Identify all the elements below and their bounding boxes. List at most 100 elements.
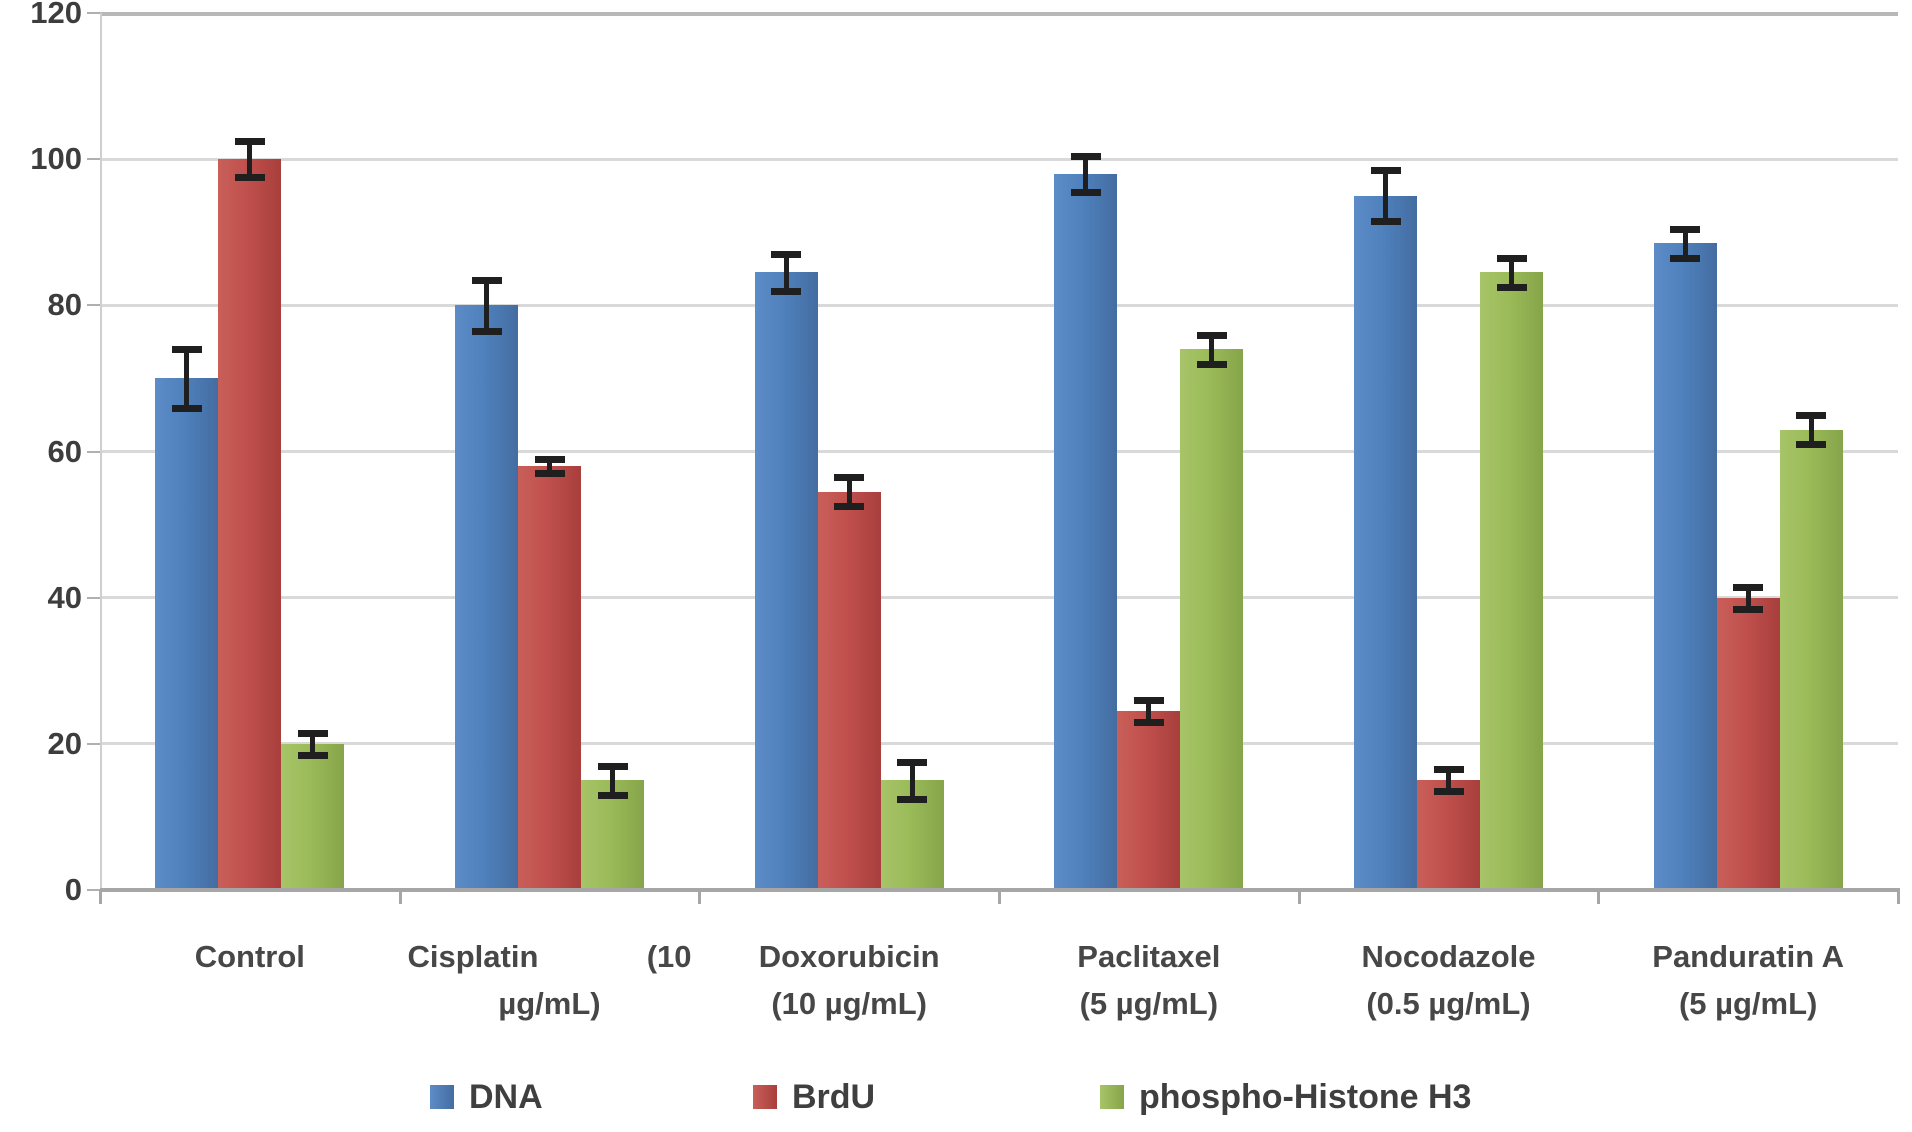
error-bar-stem bbox=[909, 762, 915, 799]
legend-label: BrdU bbox=[792, 1077, 876, 1116]
x-boundary-tick-0 bbox=[99, 890, 102, 904]
x-category-label-2: Cisplatin (10 µg/mL) bbox=[408, 933, 692, 1027]
x-category-label-text: (10 µg/mL) bbox=[771, 986, 927, 1021]
error-bar-stem bbox=[1383, 170, 1388, 222]
error-bar-cap-bottom bbox=[1070, 189, 1101, 197]
legend-item-brdu: BrdU bbox=[753, 1077, 876, 1116]
y-tick-label-120: 120 bbox=[30, 0, 82, 30]
legend-swatch-icon bbox=[430, 1085, 454, 1109]
legend-label: DNA bbox=[469, 1077, 543, 1116]
x-category-label-3: Doxorubicin (10 µg/mL) bbox=[707, 933, 991, 1027]
x-category-label-6: Panduratin A (5 µg/mL) bbox=[1606, 933, 1890, 1027]
x-category-label-line: Doxorubicin bbox=[707, 933, 991, 980]
error-bar-cap-bottom bbox=[1433, 788, 1464, 796]
x-category-label-1: Control bbox=[108, 933, 392, 980]
x-category-label-line: (5 µg/mL) bbox=[1007, 980, 1291, 1027]
x-category-label-text: µg/mL) bbox=[498, 986, 601, 1021]
bar-dna-1 bbox=[155, 378, 219, 890]
bar-brdu-3 bbox=[817, 491, 881, 890]
error-bar-cap-top bbox=[171, 346, 202, 354]
y-tick-label-80: 80 bbox=[47, 287, 82, 323]
y-tick-60 bbox=[87, 450, 100, 453]
error-bar-cap-bottom bbox=[1370, 218, 1401, 226]
y-tick-label-40: 40 bbox=[47, 579, 82, 615]
y-tick-label-60: 60 bbox=[47, 433, 82, 469]
x-boundary-tick-2 bbox=[698, 890, 702, 904]
x-boundary-tick-1 bbox=[398, 890, 402, 904]
gridline-100 bbox=[100, 157, 1898, 161]
error-bar-cap-bottom bbox=[171, 404, 202, 412]
x-category-label-line: Control bbox=[108, 933, 392, 980]
x-category-label-line: µg/mL) bbox=[408, 980, 692, 1027]
gridline-80 bbox=[100, 303, 1898, 307]
x-category-label-text: Control bbox=[194, 939, 305, 974]
error-bar-cap-bottom bbox=[1133, 718, 1164, 726]
y-tick-label-20: 20 bbox=[47, 725, 82, 761]
x-category-label-line: Nocodazole bbox=[1307, 933, 1591, 980]
bar-dna-3 bbox=[754, 272, 818, 890]
bar-brdu-6 bbox=[1716, 597, 1780, 890]
x-boundary-tick-5 bbox=[1597, 890, 1601, 904]
x-category-label-line: Paclitaxel bbox=[1007, 933, 1291, 980]
bar-phospho-histone-h3-6 bbox=[1779, 429, 1843, 890]
error-bar-stem bbox=[846, 477, 852, 507]
gridline-40 bbox=[100, 596, 1898, 600]
y-tick-label-100: 100 bbox=[30, 141, 82, 177]
error-bar-stem bbox=[247, 140, 253, 178]
error-bar-cap-top bbox=[771, 251, 802, 259]
bar-brdu-5 bbox=[1417, 780, 1480, 890]
error-bar-stem bbox=[1808, 414, 1814, 445]
x-category-label-line: (5 µg/mL) bbox=[1606, 980, 1890, 1027]
bar-phospho-histone-h3-1 bbox=[281, 743, 345, 890]
x-boundary-tick-end bbox=[1897, 890, 1900, 904]
y-tick-100 bbox=[87, 158, 100, 161]
error-bar-cap-bottom bbox=[597, 791, 628, 799]
error-bar-stem bbox=[1209, 334, 1215, 364]
legend-label: phospho-Histone H3 bbox=[1139, 1077, 1472, 1116]
error-bar-cap-top bbox=[234, 137, 265, 145]
bar-phospho-histone-h3-5 bbox=[1480, 272, 1543, 890]
error-bar-cap-bottom bbox=[897, 795, 928, 803]
gridline-60 bbox=[100, 450, 1898, 453]
error-bar-cap-top bbox=[297, 729, 328, 737]
legend-swatch-icon bbox=[753, 1085, 777, 1109]
bar-dna-6 bbox=[1653, 243, 1717, 890]
x-category-label-text: (10 bbox=[646, 939, 692, 974]
y-tick-20 bbox=[87, 742, 100, 745]
legend-item-dna: DNA bbox=[430, 1077, 543, 1116]
error-bar-cap-top bbox=[897, 759, 928, 767]
x-category-label-text: (0.5 µg/mL) bbox=[1366, 986, 1531, 1021]
gridline-20 bbox=[100, 742, 1898, 746]
error-bar-cap-top bbox=[1496, 254, 1527, 262]
error-bar-cap-top bbox=[534, 455, 565, 463]
error-bar-stem bbox=[184, 349, 190, 408]
x-category-label-line: Cisplatin (10 bbox=[408, 933, 692, 980]
error-bar-cap-bottom bbox=[834, 503, 865, 511]
x-category-label-line: (0.5 µg/mL) bbox=[1307, 980, 1591, 1027]
error-bar-cap-top bbox=[1196, 331, 1227, 339]
bar-phospho-histone-h3-4 bbox=[1180, 349, 1244, 890]
error-bar-stem bbox=[1745, 586, 1751, 609]
x-category-label-5: Nocodazole (0.5 µg/mL) bbox=[1307, 933, 1591, 1027]
x-category-label-text: Nocodazole bbox=[1361, 939, 1536, 974]
error-bar-stem bbox=[484, 279, 489, 331]
error-bar-cap-bottom bbox=[1733, 605, 1764, 613]
error-bar-stem bbox=[1446, 769, 1451, 792]
error-bar-cap-top bbox=[1133, 696, 1164, 704]
x-category-label-text: Cisplatin bbox=[407, 939, 539, 974]
error-bar-cap-bottom bbox=[1196, 360, 1227, 368]
error-bar-stem bbox=[547, 458, 552, 474]
x-boundary-tick-4 bbox=[1297, 890, 1301, 904]
error-bar-cap-top bbox=[1733, 583, 1764, 591]
bar-dna-2 bbox=[455, 305, 518, 890]
error-bar-cap-bottom bbox=[534, 470, 565, 478]
legend-item-phospho-histone-h3: phospho-Histone H3 bbox=[1100, 1077, 1472, 1116]
y-tick-40 bbox=[87, 596, 100, 599]
error-bar-cap-bottom bbox=[1670, 254, 1701, 262]
error-bar-stem bbox=[1682, 228, 1688, 258]
x-category-label-line: (10 µg/mL) bbox=[707, 980, 991, 1027]
y-tick-0 bbox=[87, 889, 100, 891]
error-bar-cap-top bbox=[1433, 766, 1464, 774]
bar-brdu-2 bbox=[518, 466, 581, 890]
